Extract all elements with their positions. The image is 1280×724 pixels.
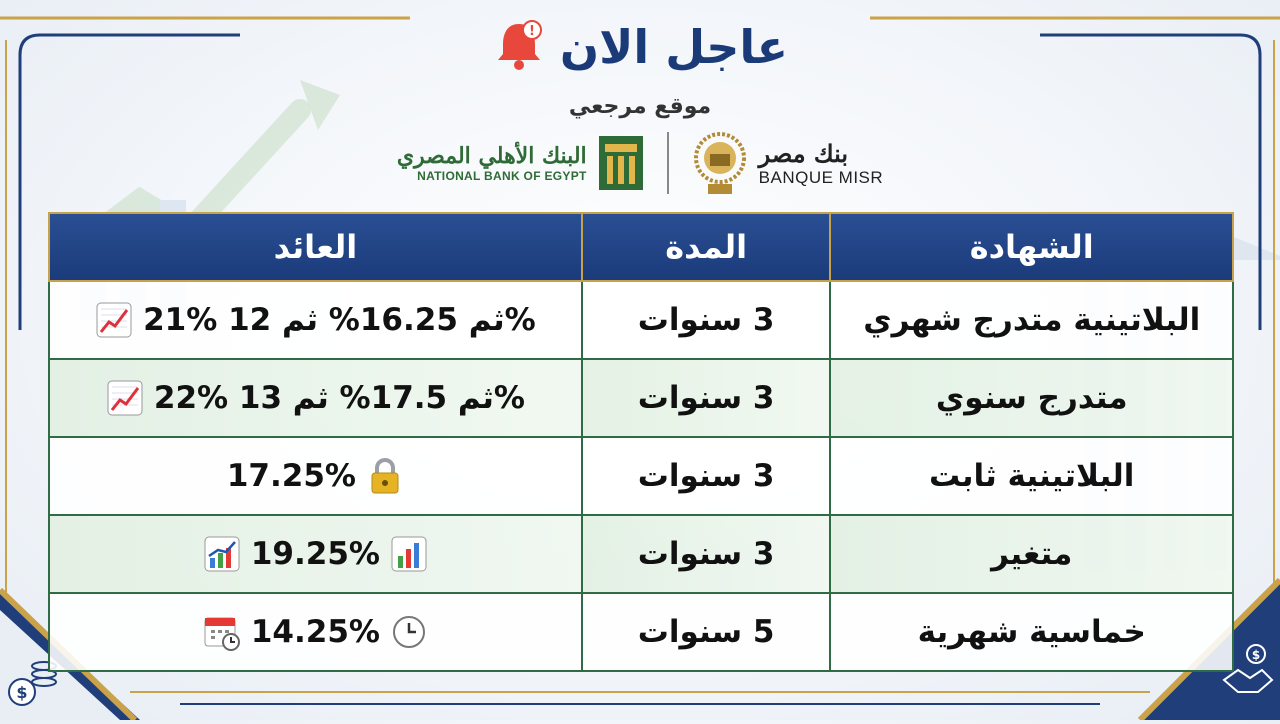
trending-up-chart-icon: [95, 301, 133, 339]
return-value: 19.25%: [250, 536, 380, 572]
svg-text:!: !: [529, 24, 535, 39]
nbe-name-arabic: البنك الأهلي المصري: [396, 143, 587, 169]
calendar-clock-icon: [203, 613, 241, 651]
table-row: البلاتينية ثابت 3 سنوات 17.25%: [48, 436, 1234, 516]
duration-value: 5 سنوات: [580, 592, 832, 672]
return-cell: 19.25%: [48, 514, 583, 594]
header-certificate: الشهادة: [829, 212, 1234, 282]
logo-divider: [666, 132, 669, 194]
certificate-name: متدرج سنوي: [829, 358, 1234, 438]
banque-misr-logo: بنك مصر BANQUE MISR: [691, 128, 884, 198]
coins-icon: $: [8, 661, 57, 706]
return-cell: 21% ثم 16.25% ثم 12%: [48, 280, 583, 360]
lock-icon: [366, 457, 404, 495]
table-row: البلاتينية متدرج شهري 3 سنوات 21% ثم 16.…: [48, 280, 1234, 360]
certificates-table: الشهادة المدة العائد البلاتينية متدرج شه…: [48, 212, 1234, 672]
return-value: 22% ثم 17.5% ثم 13%: [153, 380, 525, 416]
banque-misr-emblem-icon: [693, 132, 746, 194]
handshake-icon: $: [1222, 644, 1274, 693]
return-cell: 22% ثم 17.5% ثم 13%: [48, 358, 583, 438]
certificate-name: البلاتينية متدرج شهري: [829, 280, 1234, 360]
return-value: 21% ثم 16.25% ثم 12%: [143, 302, 536, 338]
certificate-name: متغير: [829, 514, 1234, 594]
table-header-row: الشهادة المدة العائد: [48, 212, 1234, 282]
trending-up-chart-icon: [203, 535, 241, 573]
table-row: متدرج سنوي 3 سنوات 22% ثم 17.5% ثم 13%: [48, 358, 1234, 438]
nbe-logo: البنك الأهلي المصري NATIONAL BANK OF EGY…: [397, 134, 645, 192]
bar-chart-icon: [390, 535, 428, 573]
return-cell: 17.25%: [48, 436, 583, 516]
alarm-bell-icon: !: [492, 18, 546, 76]
clock-icon: [390, 613, 428, 651]
nbe-emblem-icon: [598, 136, 643, 190]
duration-value: 3 سنوات: [580, 280, 832, 360]
header-return: العائد: [48, 212, 583, 282]
table-row: متغير 3 سنوات 19.25%: [48, 514, 1234, 594]
banque-misr-name-arabic: بنك مصر: [758, 138, 849, 168]
trending-up-chart-icon: [106, 379, 144, 417]
nbe-name-english: NATIONAL BANK OF EGYPT: [417, 169, 587, 183]
banque-misr-name-english: BANQUE MISR: [758, 167, 884, 187]
return-value: 14.25%: [250, 614, 380, 650]
page-title: عاجل الان: [559, 20, 789, 74]
subtitle: موقع مرجعي: [568, 94, 712, 119]
certificate-name: البلاتينية ثابت: [829, 436, 1234, 516]
duration-value: 3 سنوات: [580, 436, 832, 516]
table-row: خماسية شهرية 5 سنوات 14.25%: [48, 592, 1234, 672]
return-value: 17.25%: [226, 458, 356, 494]
header-duration: المدة: [580, 212, 832, 282]
title-row: عاجل الان !: [0, 18, 1280, 76]
return-cell: 14.25%: [48, 592, 583, 672]
duration-value: 3 سنوات: [580, 514, 832, 594]
duration-value: 3 سنوات: [580, 358, 832, 438]
bank-logos: البنك الأهلي المصري NATIONAL BANK OF EGY…: [0, 128, 1280, 198]
certificate-name: خماسية شهرية: [829, 592, 1234, 672]
svg-text:$: $: [16, 683, 27, 702]
svg-text:$: $: [1252, 648, 1260, 662]
header: عاجل الان ! موقع مرجعي البنك الأهلي المص…: [0, 0, 1280, 210]
